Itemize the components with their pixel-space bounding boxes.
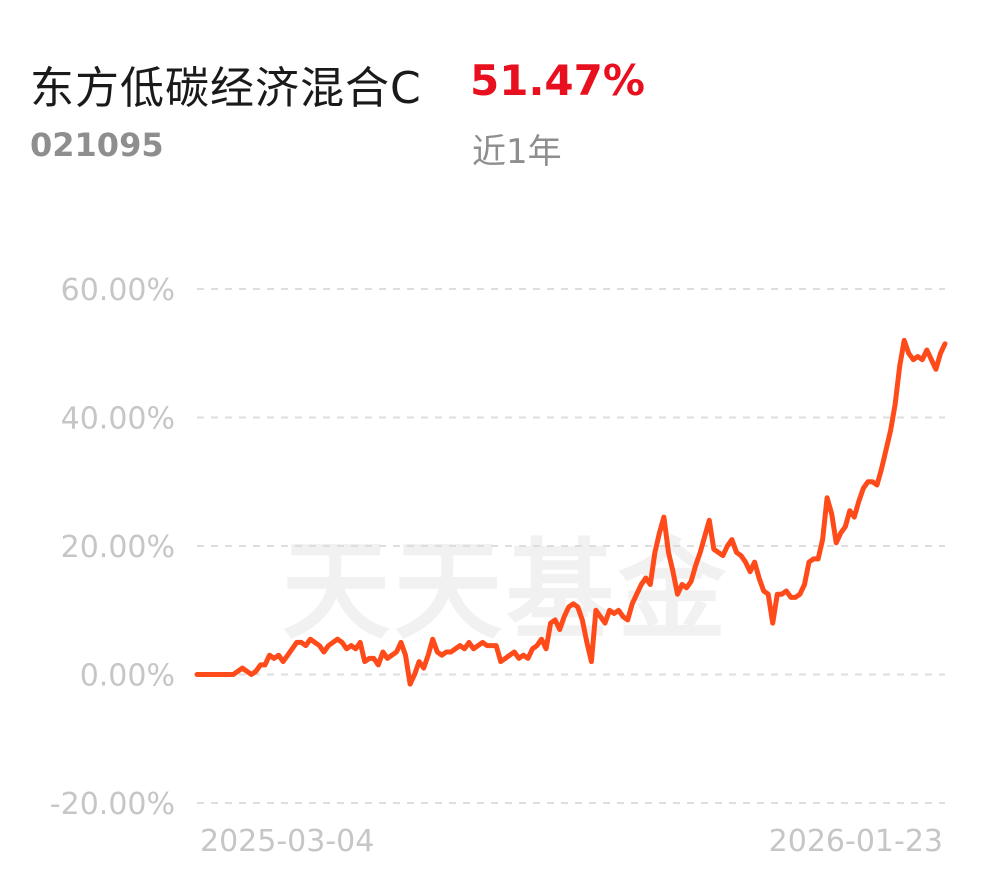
fund-code: 021095 [30, 126, 164, 164]
fund-name: 东方低碳经济混合C [30, 63, 422, 114]
fund-return: 51.47% [470, 56, 645, 105]
x-start-label: 2025-03-04 [200, 824, 374, 859]
series-line [194, 337, 948, 687]
x-end-label: 2026-01-23 [769, 824, 943, 859]
y-tick-label: 60.00% [61, 273, 175, 308]
y-tick-label: 40.00% [61, 402, 175, 437]
y-tick-label: 0.00% [80, 659, 175, 694]
y-tick-label: -20.00% [50, 787, 175, 822]
y-tick-label: 20.00% [61, 530, 175, 565]
y-axis: 60.00% 40.00% 20.00% 0.00% -20.00% [50, 273, 175, 822]
period-label: 近1年 [472, 132, 562, 172]
watermark: 天天基金 [282, 529, 730, 654]
